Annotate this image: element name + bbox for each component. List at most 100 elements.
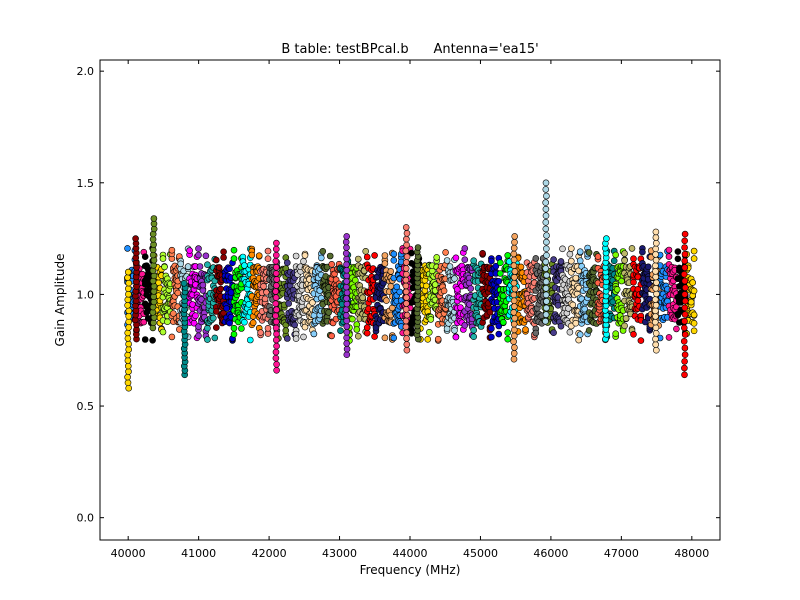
data-point xyxy=(499,292,507,300)
data-point xyxy=(381,334,389,342)
data-point xyxy=(554,301,562,309)
data-point xyxy=(543,238,550,246)
data-point xyxy=(681,304,689,312)
data-point xyxy=(470,257,478,265)
data-point xyxy=(402,276,410,284)
data-point xyxy=(283,259,291,267)
data-point xyxy=(213,256,220,264)
data-point xyxy=(230,246,238,254)
data-point xyxy=(510,279,518,287)
data-points xyxy=(124,179,698,392)
data-point xyxy=(542,311,550,318)
x-tick-label: 45000 xyxy=(463,547,498,560)
data-point xyxy=(402,317,410,325)
data-point xyxy=(204,324,211,332)
data-point xyxy=(542,205,550,213)
data-point xyxy=(680,337,688,345)
data-point xyxy=(403,253,411,261)
data-point xyxy=(652,335,659,343)
data-point xyxy=(343,328,351,336)
data-point xyxy=(247,336,254,344)
data-point xyxy=(273,239,280,247)
data-point xyxy=(612,251,620,259)
data-point xyxy=(630,255,637,263)
data-point xyxy=(443,325,451,333)
data-point xyxy=(192,312,199,320)
data-point xyxy=(248,251,256,259)
data-point xyxy=(510,303,518,310)
data-point xyxy=(542,284,550,292)
y-axis-label: Gain Amplitude xyxy=(53,254,67,347)
data-point xyxy=(510,250,518,258)
data-point xyxy=(613,286,621,293)
data-point xyxy=(665,334,673,341)
data-point xyxy=(125,285,132,293)
data-point xyxy=(543,252,550,259)
data-point xyxy=(230,330,238,338)
data-point xyxy=(451,327,458,334)
data-point xyxy=(402,305,410,313)
data-point xyxy=(402,259,410,266)
data-point xyxy=(504,252,512,259)
data-point xyxy=(124,329,131,337)
data-point xyxy=(442,249,449,256)
data-point xyxy=(637,337,645,344)
data-point xyxy=(343,300,351,308)
data-point xyxy=(511,233,519,240)
data-point xyxy=(328,260,336,268)
data-point xyxy=(488,325,495,332)
data-point xyxy=(285,300,293,307)
x-axis: 40000 41000 42000 43000 44000 45000 46000 47000… xyxy=(111,60,709,560)
data-point xyxy=(510,326,518,334)
data-point xyxy=(542,291,550,299)
data-point xyxy=(125,318,132,326)
data-point xyxy=(213,308,220,315)
data-point xyxy=(261,295,269,303)
x-tick-label: 41000 xyxy=(181,547,216,560)
data-point xyxy=(511,238,518,246)
x-tick-label: 43000 xyxy=(322,547,357,560)
data-point xyxy=(542,245,550,252)
y-tick-label: 1.0 xyxy=(77,288,95,301)
data-point xyxy=(273,366,280,374)
data-point xyxy=(363,329,371,337)
data-point xyxy=(202,252,210,260)
data-point xyxy=(452,333,460,341)
data-point xyxy=(690,247,698,255)
data-point xyxy=(291,321,299,329)
data-point xyxy=(557,322,565,330)
data-point xyxy=(532,255,540,262)
data-point xyxy=(343,295,350,302)
data-point xyxy=(621,257,628,264)
data-point xyxy=(451,275,458,282)
data-point xyxy=(594,253,602,260)
data-point xyxy=(674,248,682,255)
data-point xyxy=(681,264,689,271)
data-point xyxy=(371,252,378,259)
data-point xyxy=(124,357,132,364)
data-point xyxy=(292,252,300,260)
data-point xyxy=(542,179,550,187)
data-point xyxy=(651,318,659,326)
data-point xyxy=(674,311,682,319)
x-axis-label: Frequency (MHz) xyxy=(360,563,461,577)
data-point xyxy=(402,282,410,290)
data-point xyxy=(550,256,557,263)
data-point xyxy=(414,244,422,251)
data-point xyxy=(272,312,279,320)
data-point xyxy=(195,323,202,330)
data-point xyxy=(217,285,224,293)
data-point xyxy=(572,274,580,282)
data-point xyxy=(572,319,580,327)
data-point xyxy=(690,327,698,335)
data-point xyxy=(220,254,227,261)
data-point xyxy=(510,355,518,363)
data-point xyxy=(403,311,411,319)
data-point xyxy=(511,285,519,293)
data-point xyxy=(652,324,660,332)
data-point xyxy=(168,246,176,254)
data-point xyxy=(543,304,550,312)
x-tick-label: 46000 xyxy=(533,547,568,560)
data-point xyxy=(510,244,518,252)
data-point xyxy=(639,248,646,256)
